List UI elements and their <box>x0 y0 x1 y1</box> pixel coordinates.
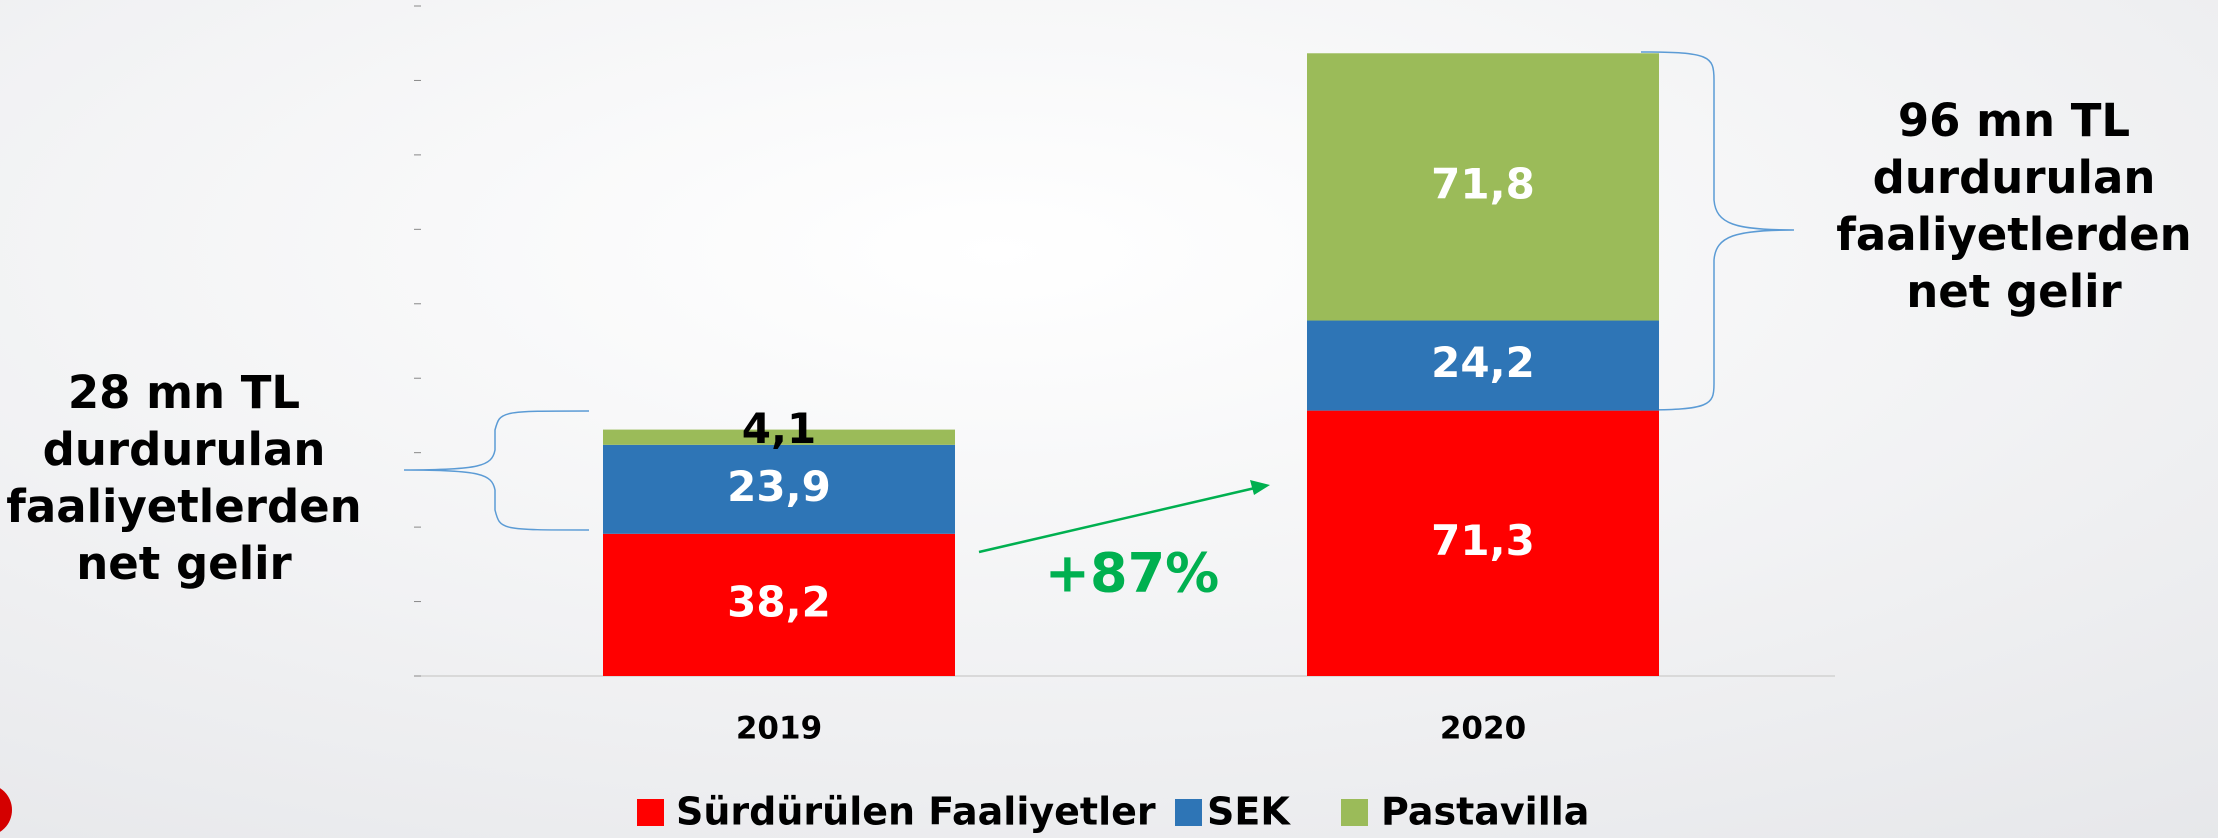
x-tick-label: 2020 <box>1440 711 1526 747</box>
annotation: 96 mn TL <box>1898 94 2130 147</box>
legend-label: Pastavilla <box>1381 790 1589 834</box>
growth-arrow <box>978 486 1256 554</box>
value-label: 71,3 <box>1431 516 1535 565</box>
value-label: 38,2 <box>727 577 831 626</box>
legend-swatch <box>1175 799 1202 826</box>
annotation: faaliyetlerden <box>1836 208 2191 261</box>
bar-segment <box>603 533 955 676</box>
bar-segment <box>603 444 955 534</box>
value-label: 24,2 <box>1431 338 1535 387</box>
annotation: durdurulan <box>1873 151 2156 204</box>
annotation: net gelir <box>1906 265 2122 318</box>
arrow-head <box>1250 480 1270 495</box>
value-label: 4,1 <box>742 404 816 453</box>
annotation: net gelir <box>76 537 292 590</box>
annotation: durdurulan <box>43 423 326 476</box>
value-label: 71,8 <box>1431 159 1535 208</box>
brace <box>1640 51 1795 411</box>
legend-swatch <box>637 799 664 826</box>
bar-segment <box>1307 320 1659 411</box>
legend-label: SEK <box>1207 790 1291 834</box>
value-label: 23,9 <box>727 462 831 511</box>
x-tick-label: 2019 <box>736 711 822 747</box>
legend-swatch <box>1341 799 1368 826</box>
logo <box>0 788 12 832</box>
annotation: faaliyetlerden <box>6 480 361 533</box>
annotation: 28 mn TL <box>68 366 300 419</box>
bar-segment <box>1307 410 1659 676</box>
bar-segment <box>1307 53 1659 321</box>
bar-segment <box>603 429 955 445</box>
brace <box>403 410 590 531</box>
annotation: +87% <box>1045 542 1220 605</box>
legend-label: Sürdürülen Faaliyetler <box>676 790 1156 834</box>
